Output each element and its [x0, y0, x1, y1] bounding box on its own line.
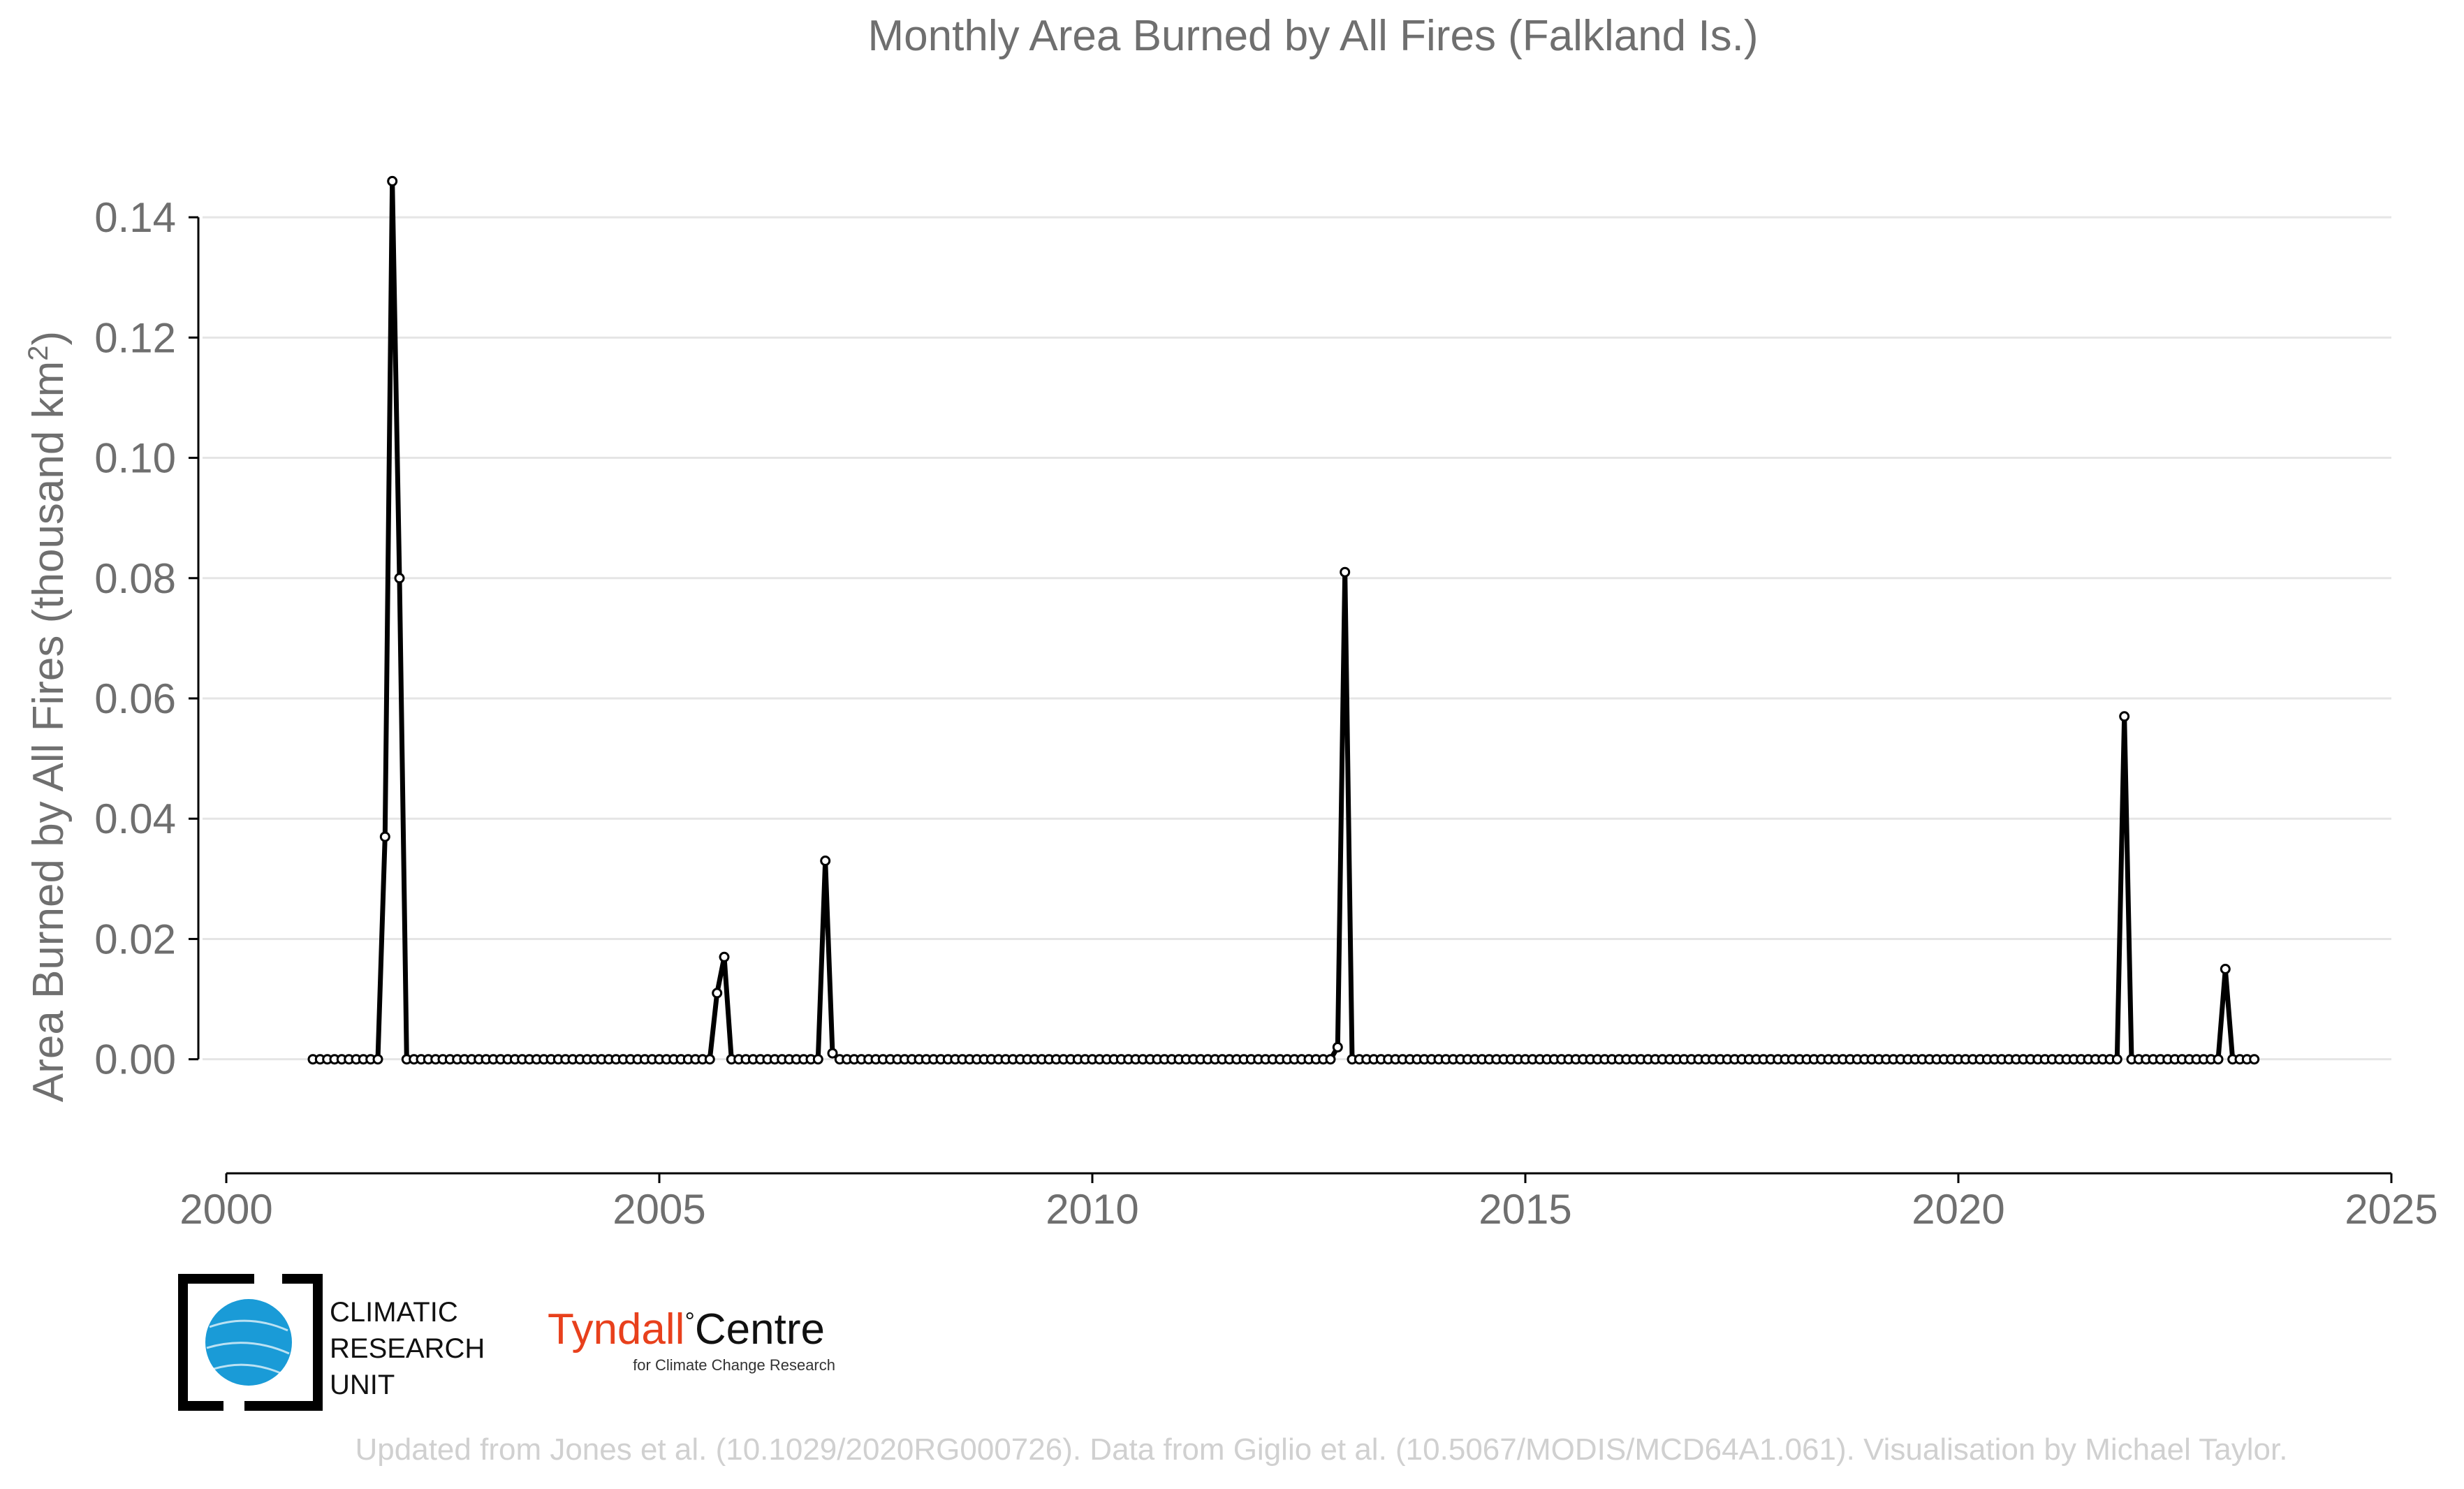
data-point: [1325, 1054, 1336, 1065]
x-tick-label: 2000: [179, 1186, 272, 1233]
data-point: [1332, 1041, 1343, 1052]
y-tick-label: 0.12: [94, 314, 176, 361]
axes: [189, 216, 2393, 1183]
cru-logo-left-bracket: [178, 1274, 254, 1411]
x-tick-labels: 2000 2005 2010 2015 2020 2025: [179, 1186, 2437, 1233]
cru-logo-line1: CLIMATIC: [330, 1297, 458, 1328]
data-point: [704, 1054, 715, 1065]
y-tick-label: 0.06: [94, 675, 176, 722]
data-point: [372, 1054, 383, 1065]
y-tick-label: 0.14: [94, 194, 176, 241]
x-tick-label: 2005: [613, 1186, 705, 1233]
grid-lines: [203, 216, 2391, 1061]
y-tick-label: 0.10: [94, 435, 176, 482]
data-point: [712, 988, 723, 999]
tyndall-logo-centre: Centre: [695, 1305, 825, 1354]
data-point: [2119, 711, 2130, 722]
data-point: [2249, 1054, 2260, 1065]
data-point: [2213, 1054, 2224, 1065]
data-point: [379, 831, 390, 842]
data-point: [1340, 566, 1351, 578]
y-tick-label: 0.08: [94, 555, 176, 602]
y-tick-labels: 0.00 0.02 0.04 0.06 0.08 0.10 0.12 0.14: [94, 194, 176, 1083]
y-tick-label: 0.00: [94, 1036, 176, 1083]
data-point: [820, 856, 831, 866]
cru-logo-line2: RESEARCH: [330, 1333, 485, 1364]
x-tick-label: 2010: [1046, 1186, 1138, 1233]
cru-globe-lines: [206, 1319, 290, 1376]
tyndall-logo-name: Tyndall: [548, 1305, 684, 1354]
data-point: [387, 175, 398, 186]
tyndall-logo-subtitle: for Climate Change Research: [633, 1356, 835, 1374]
x-tick-label: 2015: [1479, 1186, 1571, 1233]
tyndall-logo-degree: °: [684, 1307, 694, 1335]
data-point: [394, 573, 405, 584]
chart-title: Monthly Area Burned by All Fires (Falkla…: [868, 12, 1759, 60]
cru-logo-line3: UNIT: [330, 1370, 395, 1400]
data-point: [719, 951, 730, 962]
data-point: [2111, 1054, 2122, 1065]
y-tick-label: 0.04: [94, 795, 176, 842]
data-point: [812, 1054, 823, 1065]
y-axis-title-superscript: 2: [23, 346, 54, 361]
cru-logo-right-bracket: [244, 1274, 323, 1411]
credit-text: Updated from Jones et al. (10.1029/2020R…: [355, 1432, 2288, 1467]
tyndall-logo-title: Tyndall°Centre: [548, 1305, 825, 1354]
y-axis-title-main: Area Burned by All Fires (thousand km: [24, 361, 73, 1102]
x-tick-label: 2025: [2345, 1186, 2437, 1233]
x-tick-label: 2020: [1912, 1186, 2004, 1233]
series-area-burned: [307, 175, 2260, 1065]
y-axis-title: Area Burned by All Fires (thousand km2): [23, 331, 73, 1102]
y-tick-label: 0.02: [94, 916, 176, 962]
cru-logo: CLIMATIC RESEARCH UNIT: [178, 1274, 485, 1411]
y-axis-title-close: ): [24, 331, 73, 346]
data-point: [827, 1048, 838, 1059]
data-point: [2220, 964, 2231, 974]
tyndall-logo: Tyndall°Centre for Climate Change Resear…: [548, 1305, 835, 1374]
